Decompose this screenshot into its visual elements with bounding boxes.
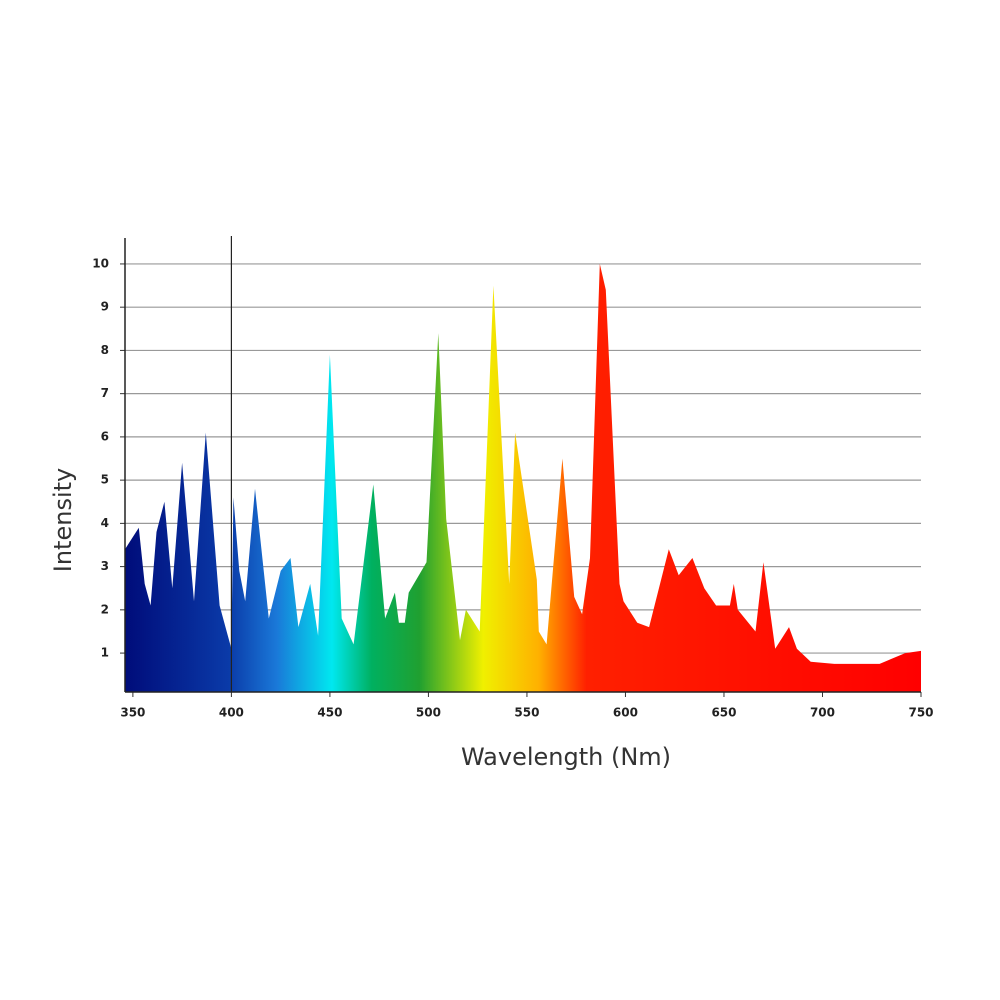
x-tick-label: 650 xyxy=(711,706,736,720)
y-tick-label: 6 xyxy=(101,429,109,443)
x-tick-label: 750 xyxy=(908,706,933,720)
x-tick-label: 600 xyxy=(613,706,638,720)
x-axis-title: Wavelength (Nm) xyxy=(461,743,671,771)
y-tick-label: 7 xyxy=(101,386,109,400)
y-tick-label: 8 xyxy=(101,343,109,357)
x-tick-label: 700 xyxy=(810,706,835,720)
y-tick-label: 10 xyxy=(92,256,109,270)
x-tick-label: 450 xyxy=(317,706,342,720)
x-tick-label: 550 xyxy=(514,706,539,720)
y-axis-title: Intensity xyxy=(49,468,77,572)
y-tick-label: 2 xyxy=(101,602,109,616)
y-tick-label: 1 xyxy=(101,646,109,660)
x-tick-label: 500 xyxy=(416,706,441,720)
x-tick-label: 400 xyxy=(219,706,244,720)
x-tick-label: 350 xyxy=(120,706,145,720)
y-tick-label: 4 xyxy=(101,516,109,530)
spectrum-area xyxy=(125,263,921,692)
y-tick-label: 9 xyxy=(101,300,109,314)
y-tick-label: 3 xyxy=(101,559,109,573)
y-tick-label: 5 xyxy=(101,473,109,487)
